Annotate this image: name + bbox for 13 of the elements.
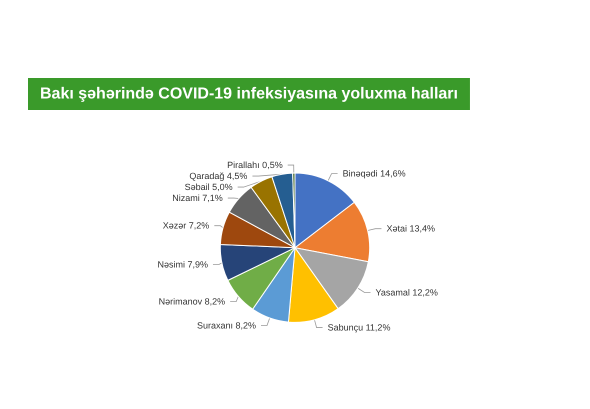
slice-label: Nərimanov 8,2% [158,296,226,307]
slice-label: Nəsimi 7,9% [157,259,208,270]
slice-label: Qaradağ 4,5% [189,171,248,182]
slice-label: Suraxanı 8,2% [196,320,256,331]
slice-label: Binəqədi 14,6% [342,168,406,179]
slice-label: Xətai 13,4% [386,224,435,234]
slice-label: Nizami 7,1% [172,193,223,204]
chart-title: Bakı şəhərində COVID-19 infeksiyasına yoluxma halları [40,86,458,102]
slice-label: Səbail 5,0% [184,182,233,192]
slice-label: Sabunçu 11,2% [328,322,390,333]
slice-label: Pirallahı 0,5% [227,160,283,170]
slice-label: Xəzər 7,2% [162,220,210,231]
slice-label: Yasamal 12,2% [376,287,438,298]
